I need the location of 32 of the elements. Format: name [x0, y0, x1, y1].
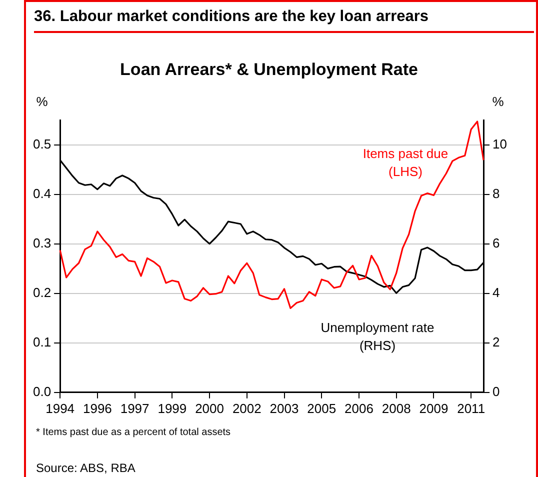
x-tick-label: 2011 [457, 400, 486, 416]
y-tick-label: 0.3 [32, 235, 52, 250]
y-tick-label: 0.4 [32, 186, 52, 201]
x-tick-label: 2003 [270, 400, 299, 416]
y2-tick-label: 4 [492, 284, 500, 300]
y2-tick-label: 8 [492, 186, 500, 201]
x-tick-label: 2000 [195, 400, 224, 416]
chart-title: 36. Labour market conditions are the key loan arrears [34, 8, 534, 33]
y-tick-label: 0.1 [32, 334, 52, 350]
y2-tick-label: 10 [492, 136, 508, 152]
y-tick-label: 0.0 [32, 384, 52, 399]
y-axis-title: % [36, 94, 48, 109]
source-note: Source: ABS, RBA [36, 461, 136, 475]
x-tick-label: 1997 [120, 400, 150, 416]
text: * Items past due as a percent of total assets [36, 427, 231, 438]
x-tick-label: 2006 [344, 400, 374, 416]
y-tick-label: 0.2 [32, 284, 52, 300]
y2-tick-label: 0 [492, 384, 500, 399]
x-tick-label: 2008 [382, 400, 411, 416]
y2-tick-label: 6 [492, 235, 500, 250]
chart-subtitle: Loan Arrears* & Unemployment Rate [119, 60, 419, 80]
text: Unemployment rate (RHS) [320, 320, 434, 353]
x-tick-label: 2005 [307, 400, 336, 416]
x-tick-label: 2002 [232, 400, 262, 416]
y2-tick-label: 2 [492, 334, 500, 350]
x-tick-label: 1994 [46, 400, 75, 416]
x-tick-label: 1996 [82, 400, 112, 416]
y2-axis-title: % [492, 94, 504, 109]
x-tick-label: 2009 [419, 400, 448, 416]
y-tick-label: 0.5 [32, 136, 52, 152]
x-tick-label: 1999 [158, 400, 187, 416]
series-label: Items past due (LHS) [362, 146, 448, 179]
